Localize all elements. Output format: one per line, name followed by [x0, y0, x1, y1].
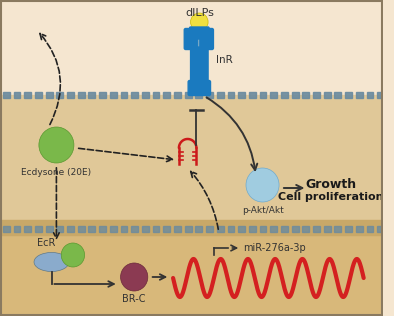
Bar	[46, 92, 52, 98]
Circle shape	[121, 263, 148, 291]
Bar	[78, 226, 85, 232]
Bar	[303, 226, 309, 232]
Bar	[260, 92, 266, 98]
Bar	[366, 92, 374, 98]
Bar	[356, 92, 363, 98]
Bar	[324, 92, 331, 98]
Bar	[377, 92, 384, 98]
Bar	[366, 226, 374, 232]
Bar	[345, 92, 352, 98]
Bar	[356, 226, 363, 232]
Bar	[14, 92, 20, 98]
Bar	[0, 220, 383, 235]
Text: Growth: Growth	[305, 178, 356, 191]
Bar	[238, 226, 245, 232]
Text: Cell proliferation: Cell proliferation	[278, 192, 383, 202]
Bar	[227, 92, 234, 98]
Bar	[35, 226, 42, 232]
Bar	[164, 226, 170, 232]
Bar	[270, 92, 277, 98]
Bar	[249, 92, 256, 98]
Text: Ecdysone (20E): Ecdysone (20E)	[21, 168, 91, 177]
Bar	[292, 226, 299, 232]
FancyBboxPatch shape	[199, 47, 208, 87]
Bar	[121, 226, 127, 232]
Bar	[24, 92, 31, 98]
Bar	[217, 226, 224, 232]
Bar	[238, 92, 245, 98]
Bar	[195, 92, 202, 98]
Bar	[14, 226, 20, 232]
Bar	[89, 92, 95, 98]
Text: InR: InR	[216, 55, 232, 65]
Bar	[206, 226, 213, 232]
Bar	[313, 226, 320, 232]
Bar	[35, 92, 42, 98]
Bar	[152, 226, 160, 232]
Bar	[206, 92, 213, 98]
Bar	[142, 226, 149, 232]
Ellipse shape	[34, 252, 69, 271]
FancyBboxPatch shape	[191, 47, 199, 87]
Bar	[89, 226, 95, 232]
Bar	[46, 226, 52, 232]
Circle shape	[246, 168, 279, 202]
Text: BR-C: BR-C	[123, 294, 146, 304]
Bar	[249, 226, 256, 232]
Text: p-Akt/Akt: p-Akt/Akt	[242, 206, 283, 215]
Bar	[3, 92, 10, 98]
Bar	[78, 92, 85, 98]
Bar	[313, 92, 320, 98]
Bar	[131, 226, 138, 232]
Bar	[303, 92, 309, 98]
Circle shape	[191, 13, 208, 31]
Bar	[152, 92, 160, 98]
Bar	[3, 226, 10, 232]
Bar	[164, 92, 170, 98]
Bar	[377, 226, 384, 232]
Circle shape	[61, 243, 85, 267]
Text: miR-276a-3p: miR-276a-3p	[243, 243, 306, 253]
Bar	[0, 95, 383, 230]
Bar	[0, 230, 383, 316]
Bar	[335, 92, 341, 98]
Bar	[174, 226, 181, 232]
Bar	[335, 226, 341, 232]
Bar	[260, 226, 266, 232]
Bar	[56, 92, 63, 98]
FancyBboxPatch shape	[188, 81, 210, 95]
Bar	[324, 226, 331, 232]
FancyBboxPatch shape	[190, 27, 209, 39]
Bar	[270, 226, 277, 232]
Bar	[67, 92, 74, 98]
Text: dILPs: dILPs	[185, 8, 214, 18]
Bar	[185, 226, 191, 232]
Bar	[174, 92, 181, 98]
Bar	[121, 92, 127, 98]
Bar	[67, 226, 74, 232]
FancyBboxPatch shape	[200, 28, 214, 50]
Bar	[185, 92, 191, 98]
Bar	[110, 226, 117, 232]
Bar	[195, 226, 202, 232]
Bar	[227, 226, 234, 232]
FancyBboxPatch shape	[184, 28, 198, 50]
Bar	[131, 92, 138, 98]
Bar	[99, 226, 106, 232]
Bar	[292, 92, 299, 98]
Bar	[142, 92, 149, 98]
Text: EcR: EcR	[37, 238, 56, 248]
Bar	[24, 226, 31, 232]
Bar	[99, 92, 106, 98]
Bar	[56, 226, 63, 232]
Bar	[345, 226, 352, 232]
Circle shape	[39, 127, 74, 163]
Bar	[110, 92, 117, 98]
Bar	[281, 226, 288, 232]
Bar	[217, 92, 224, 98]
Bar	[281, 92, 288, 98]
